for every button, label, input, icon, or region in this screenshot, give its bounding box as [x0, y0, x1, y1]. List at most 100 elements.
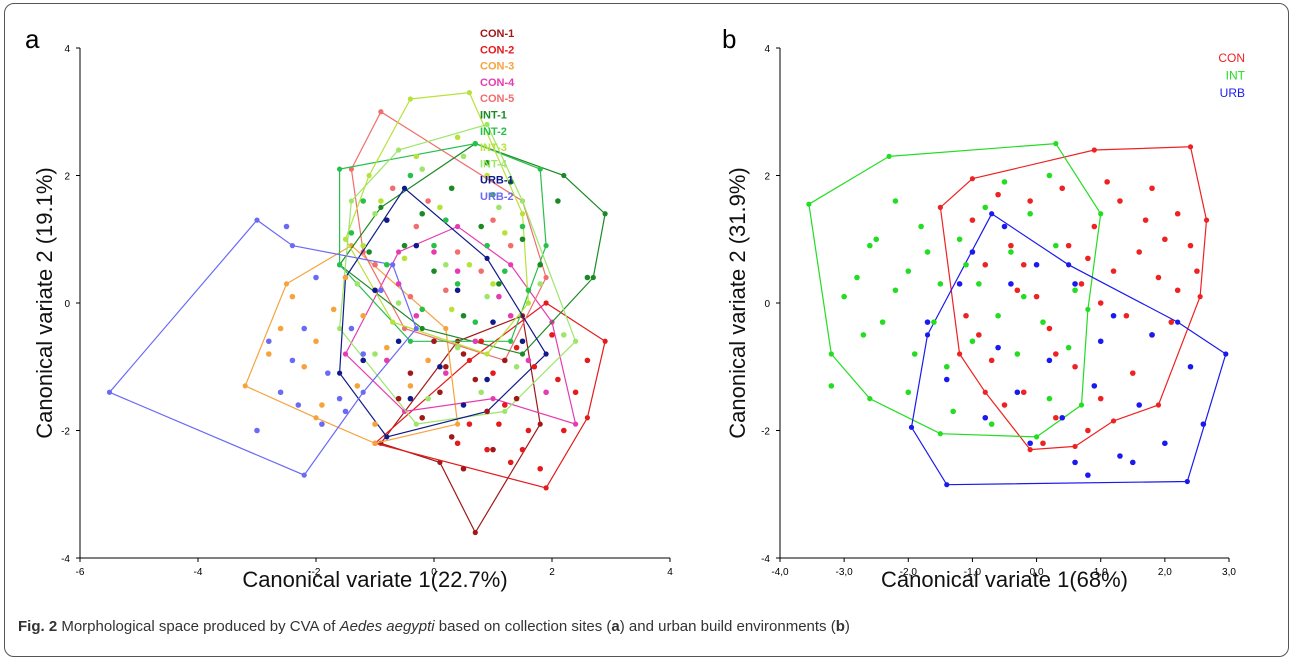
hull-vertex-con-4 — [573, 421, 579, 427]
point-con-1 — [472, 376, 479, 383]
point-urb-1 — [413, 242, 420, 249]
point-int-2 — [525, 287, 532, 294]
point-int-1 — [507, 179, 514, 185]
point-int-2 — [472, 319, 479, 325]
point-int-4 — [425, 395, 431, 402]
point-urb — [1200, 421, 1207, 427]
hull-vertex-con — [1197, 294, 1203, 300]
point-int-4 — [513, 363, 520, 370]
point-con — [1085, 255, 1091, 262]
hull-vertex-con-5 — [401, 325, 408, 332]
point-con-1 — [419, 414, 426, 421]
point-con-5 — [407, 293, 414, 300]
point-con — [1072, 363, 1078, 370]
figure-canvas: -6 -4 -2 0 2 4 -4 -2 0 2 4 Canonical variate 1(22.7… — [25, 24, 1246, 592]
point-int — [943, 363, 950, 370]
point-int — [854, 274, 860, 281]
hull-vertex-con — [937, 204, 943, 210]
hull-vertex-con-2 — [584, 415, 591, 421]
point-int — [905, 389, 912, 396]
hull-vertex-int-3 — [525, 300, 532, 306]
hull-con — [939, 146, 1208, 451]
hull-vertex-urb-2 — [106, 389, 113, 395]
point-urb-1 — [454, 287, 461, 294]
point-urb — [1014, 389, 1021, 396]
point-int — [969, 338, 976, 345]
y-tick-label: 4 — [64, 44, 70, 55]
hull-vertex-urb-1 — [484, 255, 490, 261]
hull-vertex-int-2 — [537, 166, 543, 172]
y-tick-label: 0 — [64, 299, 70, 310]
point-con — [1123, 312, 1130, 319]
point-con-4 — [496, 293, 502, 300]
point-int — [867, 242, 873, 249]
point-int — [828, 383, 835, 389]
point-con-1 — [502, 357, 508, 364]
point-int-3 — [378, 198, 384, 204]
point-con-3 — [372, 421, 378, 427]
point-urb-2 — [360, 351, 367, 357]
point-con-3 — [266, 351, 272, 357]
point-con — [1162, 236, 1168, 243]
hull-vertex-con-2 — [466, 357, 472, 363]
point-con — [976, 332, 982, 338]
point-con — [1110, 268, 1117, 274]
point-urb-1 — [407, 395, 414, 402]
hull-vertex-con-3 — [443, 325, 449, 332]
point-urb — [995, 344, 1001, 351]
figure-caption: Fig. 2 Morphological space produced by C… — [18, 618, 850, 635]
point-int-3 — [466, 261, 473, 268]
hull-vertex-int-2 — [472, 141, 478, 147]
point-urb-2 — [348, 325, 355, 332]
hull-vertex-urb-1 — [401, 185, 408, 191]
point-urb — [1027, 440, 1033, 447]
point-int-4 — [460, 153, 467, 160]
point-urb — [1008, 281, 1014, 287]
point-urb — [1162, 440, 1168, 447]
point-int-2 — [484, 242, 490, 249]
point-int — [976, 281, 982, 287]
point-con — [1046, 325, 1053, 332]
point-int-3 — [448, 306, 455, 313]
hull-vertex-int — [1053, 141, 1059, 147]
point-con-2 — [555, 376, 561, 383]
point-int — [1027, 210, 1033, 217]
hull-vertex-int-2 — [407, 338, 413, 344]
caption-panel-b: b — [835, 618, 845, 635]
point-urb-1 — [460, 402, 467, 408]
point-urb — [1129, 459, 1136, 466]
point-int-1 — [401, 242, 408, 249]
point-con — [1168, 319, 1175, 325]
panel-label: b — [722, 24, 736, 54]
point-con-2 — [549, 332, 555, 338]
point-con-4 — [395, 281, 402, 287]
hull-vertex-con-3 — [372, 440, 378, 446]
point-int-4 — [454, 344, 461, 351]
point-int — [937, 281, 944, 287]
hull-vertex-int-3 — [342, 236, 349, 242]
point-int-1 — [419, 210, 426, 217]
hull-vertex-int-4 — [484, 121, 490, 128]
point-urb — [969, 249, 976, 255]
point-con — [1136, 249, 1142, 255]
point-con-1 — [460, 351, 467, 357]
point-int — [918, 223, 924, 230]
point-urb — [1033, 261, 1040, 268]
point-con-4 — [431, 249, 437, 255]
hull-vertex-urb-1 — [543, 351, 549, 357]
point-int — [1065, 344, 1072, 351]
point-urb-2 — [266, 338, 272, 345]
x-tick-label: 3,0 — [1222, 567, 1236, 578]
point-int-4 — [561, 332, 567, 338]
point-int-4 — [354, 281, 361, 287]
hull-vertex-urb — [1223, 351, 1229, 357]
y-tick-label: 4 — [764, 44, 770, 55]
point-con — [1091, 223, 1098, 230]
hull-vertex-con — [1110, 418, 1117, 424]
point-urb-2 — [301, 325, 308, 332]
hull-vertex-int — [1098, 211, 1104, 217]
point-int — [841, 293, 847, 300]
hull-vertex-urb-2 — [301, 472, 307, 478]
point-con-2 — [584, 357, 591, 364]
point-con-2 — [513, 344, 520, 351]
